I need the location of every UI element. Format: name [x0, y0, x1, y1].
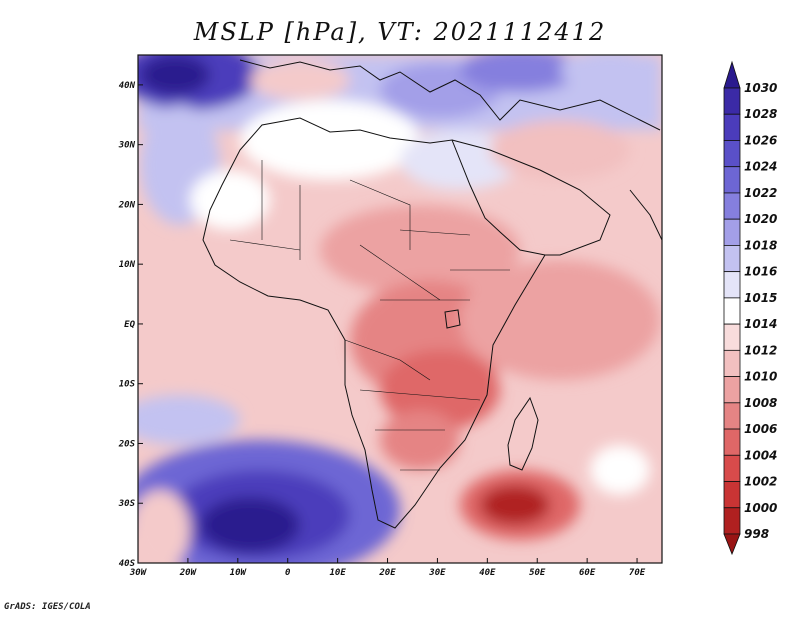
lat-tick-label: 10N	[119, 260, 136, 270]
lat-tick-label: 40N	[119, 81, 136, 91]
lat-tick-label: 10S	[119, 380, 136, 390]
colorbar-bin	[723, 87, 741, 115]
colorbar-label: 1014	[744, 317, 777, 331]
europe-coastline	[239, 59, 661, 131]
colorbar-bin	[723, 192, 741, 220]
lon-tick-label: 30E	[428, 568, 446, 578]
madagascar-coastline	[507, 396, 539, 471]
colorbar-label: 1020	[744, 212, 777, 226]
colorbar-bin	[723, 245, 741, 273]
colorbar-bin	[723, 271, 741, 299]
colorbar-label: 1008	[744, 396, 777, 410]
colorbar-label: 1026	[744, 133, 777, 147]
colorbar-label: 1016	[744, 265, 777, 279]
colorbar-label: 1004	[744, 448, 777, 462]
colorbar-bin	[723, 166, 741, 194]
colorbar-bin	[723, 481, 741, 509]
lat-tick-label: EQ	[124, 320, 135, 330]
lon-tick-label: 20E	[378, 568, 396, 578]
colorbar-cap-top	[723, 60, 741, 89]
colorbar-label: 1018	[744, 238, 777, 252]
colorbar-label: 1010	[744, 370, 777, 384]
colorbar-bin	[723, 113, 741, 141]
colorbar-bin	[723, 428, 741, 456]
colorbar-label: 1000	[744, 501, 777, 515]
map-title: MSLP [hPa], VT: 2021112412	[193, 18, 607, 46]
colorbar-label: 1030	[744, 81, 777, 95]
colorbar-label: 1028	[744, 107, 777, 121]
lon-tick-label: 20W	[179, 568, 198, 578]
lat-tick-label: 30S	[118, 499, 136, 509]
country-borders	[229, 160, 510, 471]
lon-tick-label: 0	[285, 568, 291, 578]
colorbar-bin	[723, 376, 741, 404]
colorbar-bin	[723, 297, 741, 325]
colorbar-bin	[723, 454, 741, 482]
longitude-axis: 30W 20W 10W 0 10E 20E 30E 40E 50E 60E 70E	[129, 558, 646, 578]
colorbar-bin	[723, 402, 741, 430]
coastlines	[202, 59, 662, 529]
colorbar-label: 1022	[744, 186, 777, 200]
lat-tick-label: 30N	[118, 141, 136, 151]
colorbar-bin	[723, 218, 741, 246]
india-coastline	[629, 189, 662, 241]
colorbar-bin	[723, 507, 741, 535]
lon-tick-label: 70E	[629, 568, 646, 578]
lon-tick-label: 10E	[329, 568, 346, 578]
colorbar-bin	[723, 140, 741, 168]
africa-coastline	[202, 117, 546, 529]
lat-tick-label: 20S	[118, 439, 136, 449]
colorbar-bin	[723, 323, 741, 351]
lon-tick-label: 40E	[479, 568, 496, 578]
colorbar-label: 1006	[744, 422, 777, 436]
pressure-field	[138, 55, 662, 563]
lat-tick-label: 40S	[119, 559, 136, 569]
colorbar: 1030 1028 1026 1024 1022 1020 1018 1016 1015 1014…	[723, 60, 777, 556]
colorbar-label: 998	[744, 527, 769, 541]
lon-tick-label: 10W	[230, 568, 248, 578]
lake-victoria	[444, 309, 461, 329]
colorbar-label: 1024	[744, 160, 777, 174]
colorbar-label: 1012	[744, 343, 777, 357]
arabia-coastline	[451, 139, 611, 256]
plot-frame	[137, 54, 663, 564]
lon-tick-label: 30W	[129, 568, 148, 578]
footer-credit: GrADS: IGES/COLA	[4, 602, 91, 612]
colorbar-label: 1015	[744, 291, 777, 305]
lon-tick-label: 50E	[529, 568, 546, 578]
lon-tick-label: 60E	[579, 568, 596, 578]
lat-tick-label: 20N	[118, 200, 136, 210]
colorbar-label: 1002	[744, 475, 777, 489]
colorbar-cap-bottom	[723, 533, 741, 556]
colorbar-bin	[723, 349, 741, 377]
latitude-axis: 40N 30N 20N 10N EQ 10S 20S 30S 40S	[118, 81, 143, 569]
